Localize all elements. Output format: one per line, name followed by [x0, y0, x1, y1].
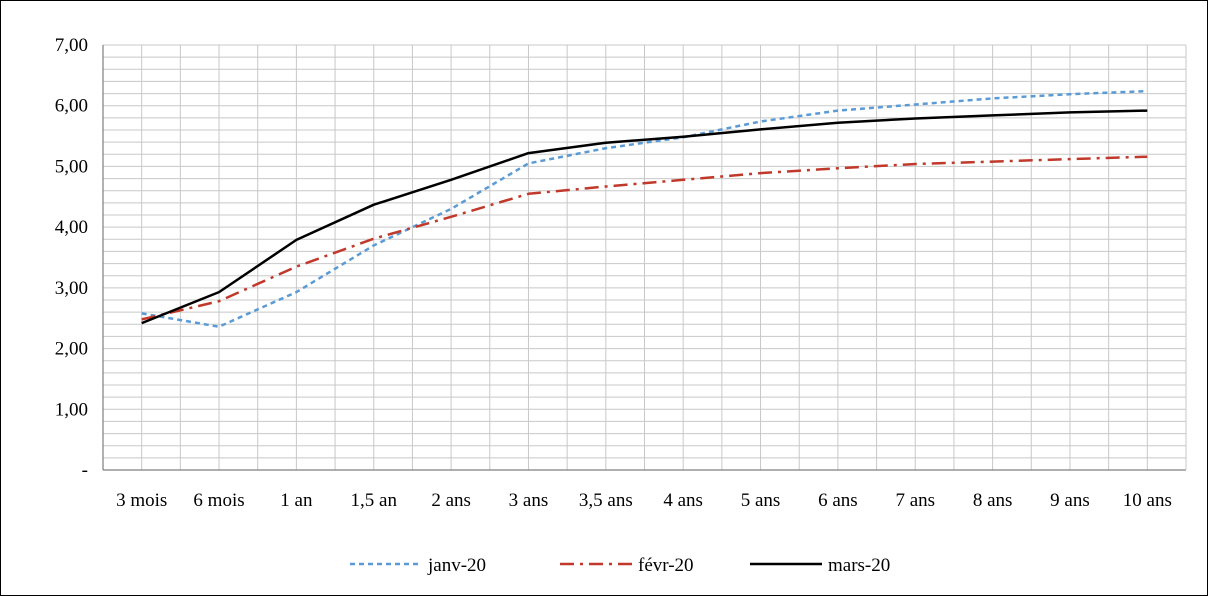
x-tick-label: 6 ans	[818, 490, 858, 511]
x-tick-label: 7 ans	[895, 490, 935, 511]
series-line-mars-20	[141, 109, 1148, 325]
y-tick-label: 2,00	[55, 339, 88, 360]
series-line-févr-20	[141, 155, 1148, 321]
x-tick-label: 1 an	[280, 490, 313, 511]
axes	[102, 45, 1187, 471]
series-lines	[141, 89, 1148, 328]
gridlines	[102, 44, 1187, 471]
x-tick-label: 3 mois	[116, 490, 167, 511]
x-tick-label: 10 ans	[1123, 490, 1172, 511]
series-line-janv-20	[141, 89, 1148, 328]
x-tick-label: 1,5 an	[351, 490, 398, 511]
x-axis-tick-labels: 3 mois 6 mois 1 an 1,5 an 2 ans 3 ans 3,5 ans 4…	[116, 490, 1172, 511]
x-tick-label: 3,5 ans	[579, 490, 633, 511]
y-tick-label: 1,00	[55, 399, 88, 420]
x-tick-label: 5 ans	[741, 490, 781, 511]
x-tick-label: 6 mois	[193, 490, 244, 511]
y-tick-label: 6,00	[55, 96, 88, 117]
y-axis-tick-labels: - 1,00 2,00 3,00 4,00 5,00 6,00 7,00	[55, 35, 88, 481]
y-tick-label: 4,00	[55, 217, 88, 238]
y-tick-label: -	[82, 460, 88, 481]
y-tick-label: 3,00	[55, 278, 88, 299]
x-tick-label: 8 ans	[973, 490, 1013, 511]
legend-label: févr-20	[638, 555, 694, 576]
x-tick-label: 3 ans	[509, 490, 549, 511]
x-tick-label: 2 ans	[431, 490, 471, 511]
y-tick-label: 5,00	[55, 156, 88, 177]
x-tick-label: 4 ans	[663, 490, 703, 511]
legend: janv-20 févr-20 mars-20	[350, 555, 890, 576]
legend-label: mars-20	[828, 555, 890, 576]
legend-label: janv-20	[427, 555, 486, 576]
x-tick-label: 9 ans	[1050, 490, 1090, 511]
y-tick-label: 7,00	[55, 35, 88, 56]
